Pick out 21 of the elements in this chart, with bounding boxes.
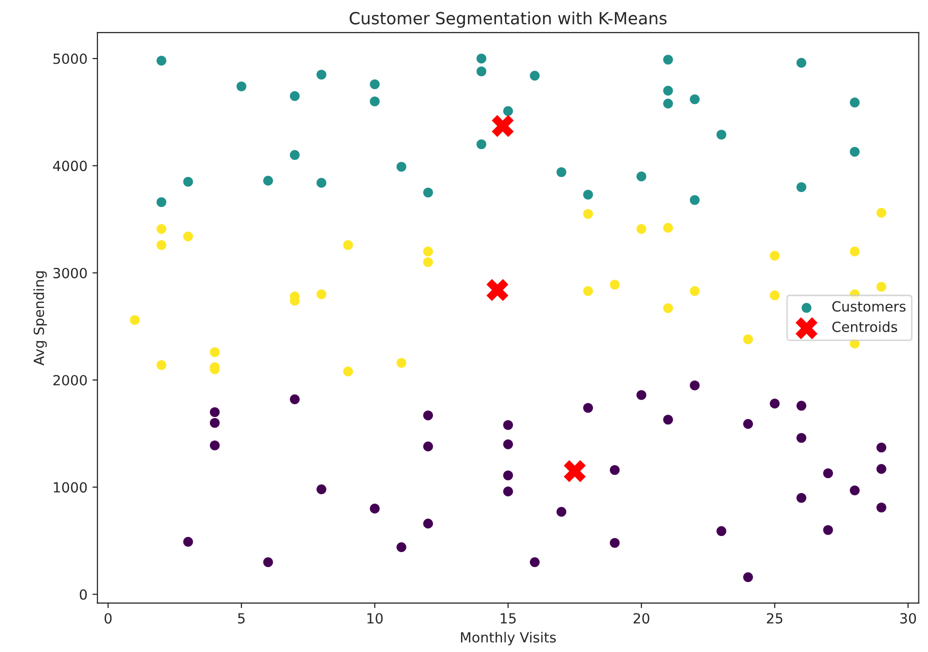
point <box>486 279 508 301</box>
x-tick-label: 30 <box>900 613 916 624</box>
chart-title: Customer Segmentation with K-Means <box>350 12 667 28</box>
x-tick-label: 10 <box>367 613 383 624</box>
legend-label: Customers <box>832 301 906 312</box>
y-tick-label: 4000 <box>53 160 87 172</box>
legend-label: Centroids <box>832 321 898 332</box>
point <box>564 460 586 482</box>
y-tick-label: 5000 <box>53 54 87 64</box>
x-tick-label: 0 <box>104 613 112 624</box>
x-tick-label: 5 <box>238 613 245 624</box>
x-tick-label: 25 <box>766 613 782 624</box>
y-tick-label: 3000 <box>53 268 87 278</box>
x-tick-label: 15 <box>500 613 516 624</box>
y-tick-label: 0 <box>80 589 87 600</box>
point <box>492 115 514 138</box>
x-axis-title: Monthly Visits <box>461 632 556 646</box>
y-tick-label: 1000 <box>54 482 87 493</box>
y-tick-label: 2000 <box>53 374 87 386</box>
x-tick-label: 20 <box>634 613 650 624</box>
y-axis-title: Avg Spending <box>33 271 47 366</box>
